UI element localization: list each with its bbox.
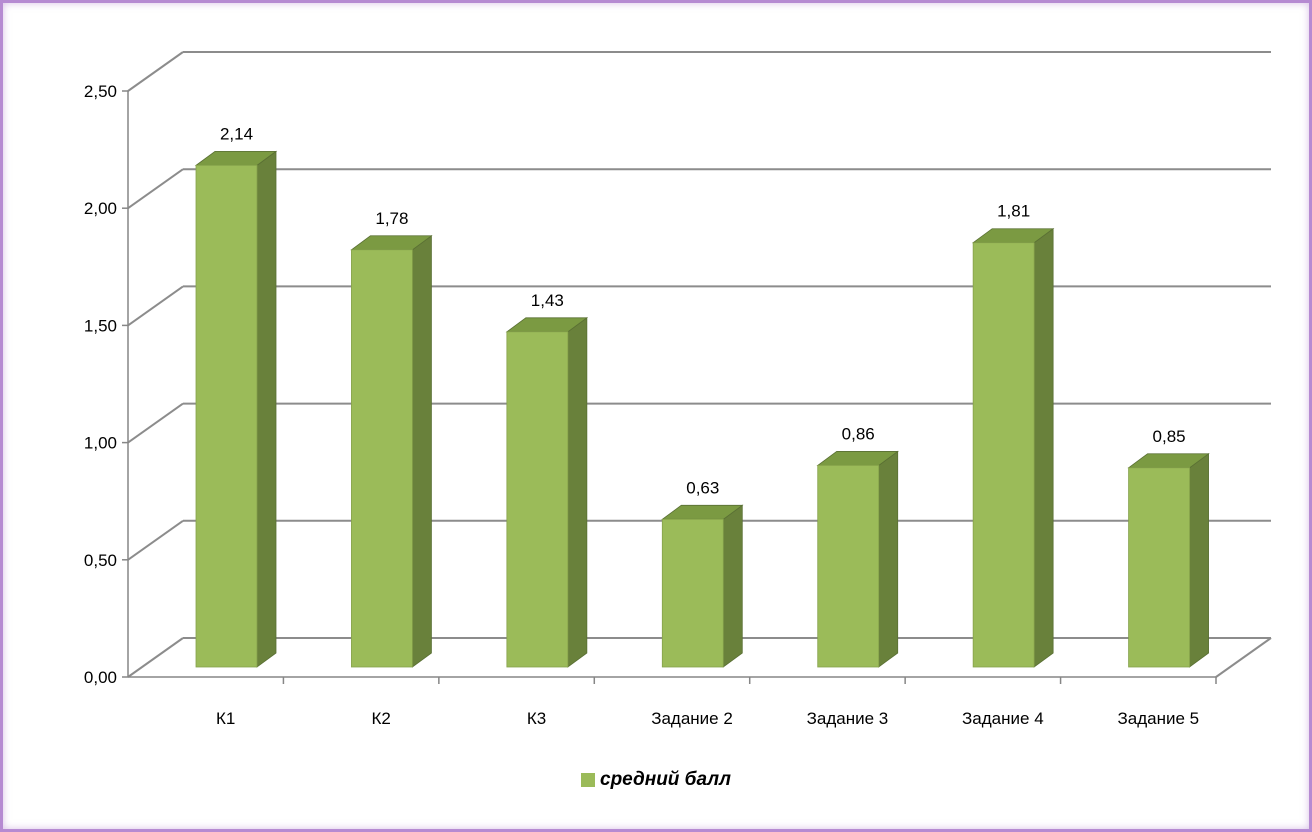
y-tick-label: 2,50 [84, 82, 117, 101]
grid-line-depth [127, 519, 184, 561]
bar-5 [816, 450, 899, 668]
bar-6 [971, 227, 1055, 668]
bar-front-face [817, 465, 880, 668]
bar-2 [350, 234, 433, 668]
bar-4 [661, 504, 744, 668]
x-category-label: Задание 2 [651, 709, 733, 728]
grid-line-depth [127, 168, 184, 210]
y-tick-label: 2,00 [84, 199, 117, 218]
x-category-label: К2 [371, 709, 390, 728]
bar-side-face [412, 234, 432, 668]
data-label: 0,85 [1153, 427, 1186, 446]
bar-side-face [1033, 227, 1054, 668]
x-category-label: К1 [216, 709, 235, 728]
bar-front-face [972, 242, 1035, 668]
bar-chart: 0,00 0,50 1,00 1,50 2,00 2,50 2,14 1,78 1,43 0,6… [84, 51, 1272, 728]
data-label: 0,86 [842, 424, 875, 443]
data-label: 1,43 [531, 291, 564, 310]
bar-front-face [195, 164, 258, 668]
bar-3 [505, 317, 589, 668]
y-axis-tick-labels: 0,00 0,50 1,00 1,50 2,00 2,50 [84, 82, 117, 687]
bar-side-face [1189, 452, 1209, 668]
data-label: 2,14 [220, 124, 253, 143]
bar-side-face [256, 150, 277, 668]
data-labels: 2,14 1,78 1,43 0,63 0,86 1,81 0,85 [220, 124, 1186, 497]
grid-line-depth [127, 637, 184, 678]
y-tick-label: 1,00 [84, 434, 117, 453]
x-category-label: Задание 4 [962, 709, 1044, 728]
grid-line-depth [127, 402, 184, 444]
grid-line-depth [127, 285, 184, 327]
grid-line-depth [127, 51, 184, 92]
data-label: 1,81 [997, 202, 1030, 221]
bar-side-face [567, 317, 588, 668]
bar-7 [1127, 452, 1210, 668]
legend-label: средний балл [600, 769, 731, 790]
legend-swatch [581, 773, 595, 787]
x-category-label: К3 [527, 709, 546, 728]
legend: средний балл [581, 767, 731, 793]
x-axis-category-labels: К1 К2 К3 Задание 2 Задание 3 Задание 4 Задание… [216, 709, 1199, 728]
x-category-label: Задание 3 [807, 709, 889, 728]
bar-front-face [506, 331, 569, 668]
floor-right-edge [1215, 637, 1272, 678]
bar-front-face [661, 518, 724, 668]
y-tick-label: 0,50 [84, 551, 117, 570]
data-label: 1,78 [375, 209, 408, 228]
bar-side-face [722, 504, 743, 668]
bar-front-face [351, 249, 413, 668]
axes [122, 90, 1217, 684]
x-category-label: Задание 5 [1117, 709, 1199, 728]
bars [194, 150, 1210, 668]
bar-side-face [878, 450, 899, 668]
y-tick-label: 1,50 [84, 316, 117, 335]
bar-1 [194, 150, 278, 668]
y-tick-label: 0,00 [84, 668, 117, 687]
bar-front-face [1128, 467, 1190, 668]
data-label: 0,63 [686, 478, 719, 497]
